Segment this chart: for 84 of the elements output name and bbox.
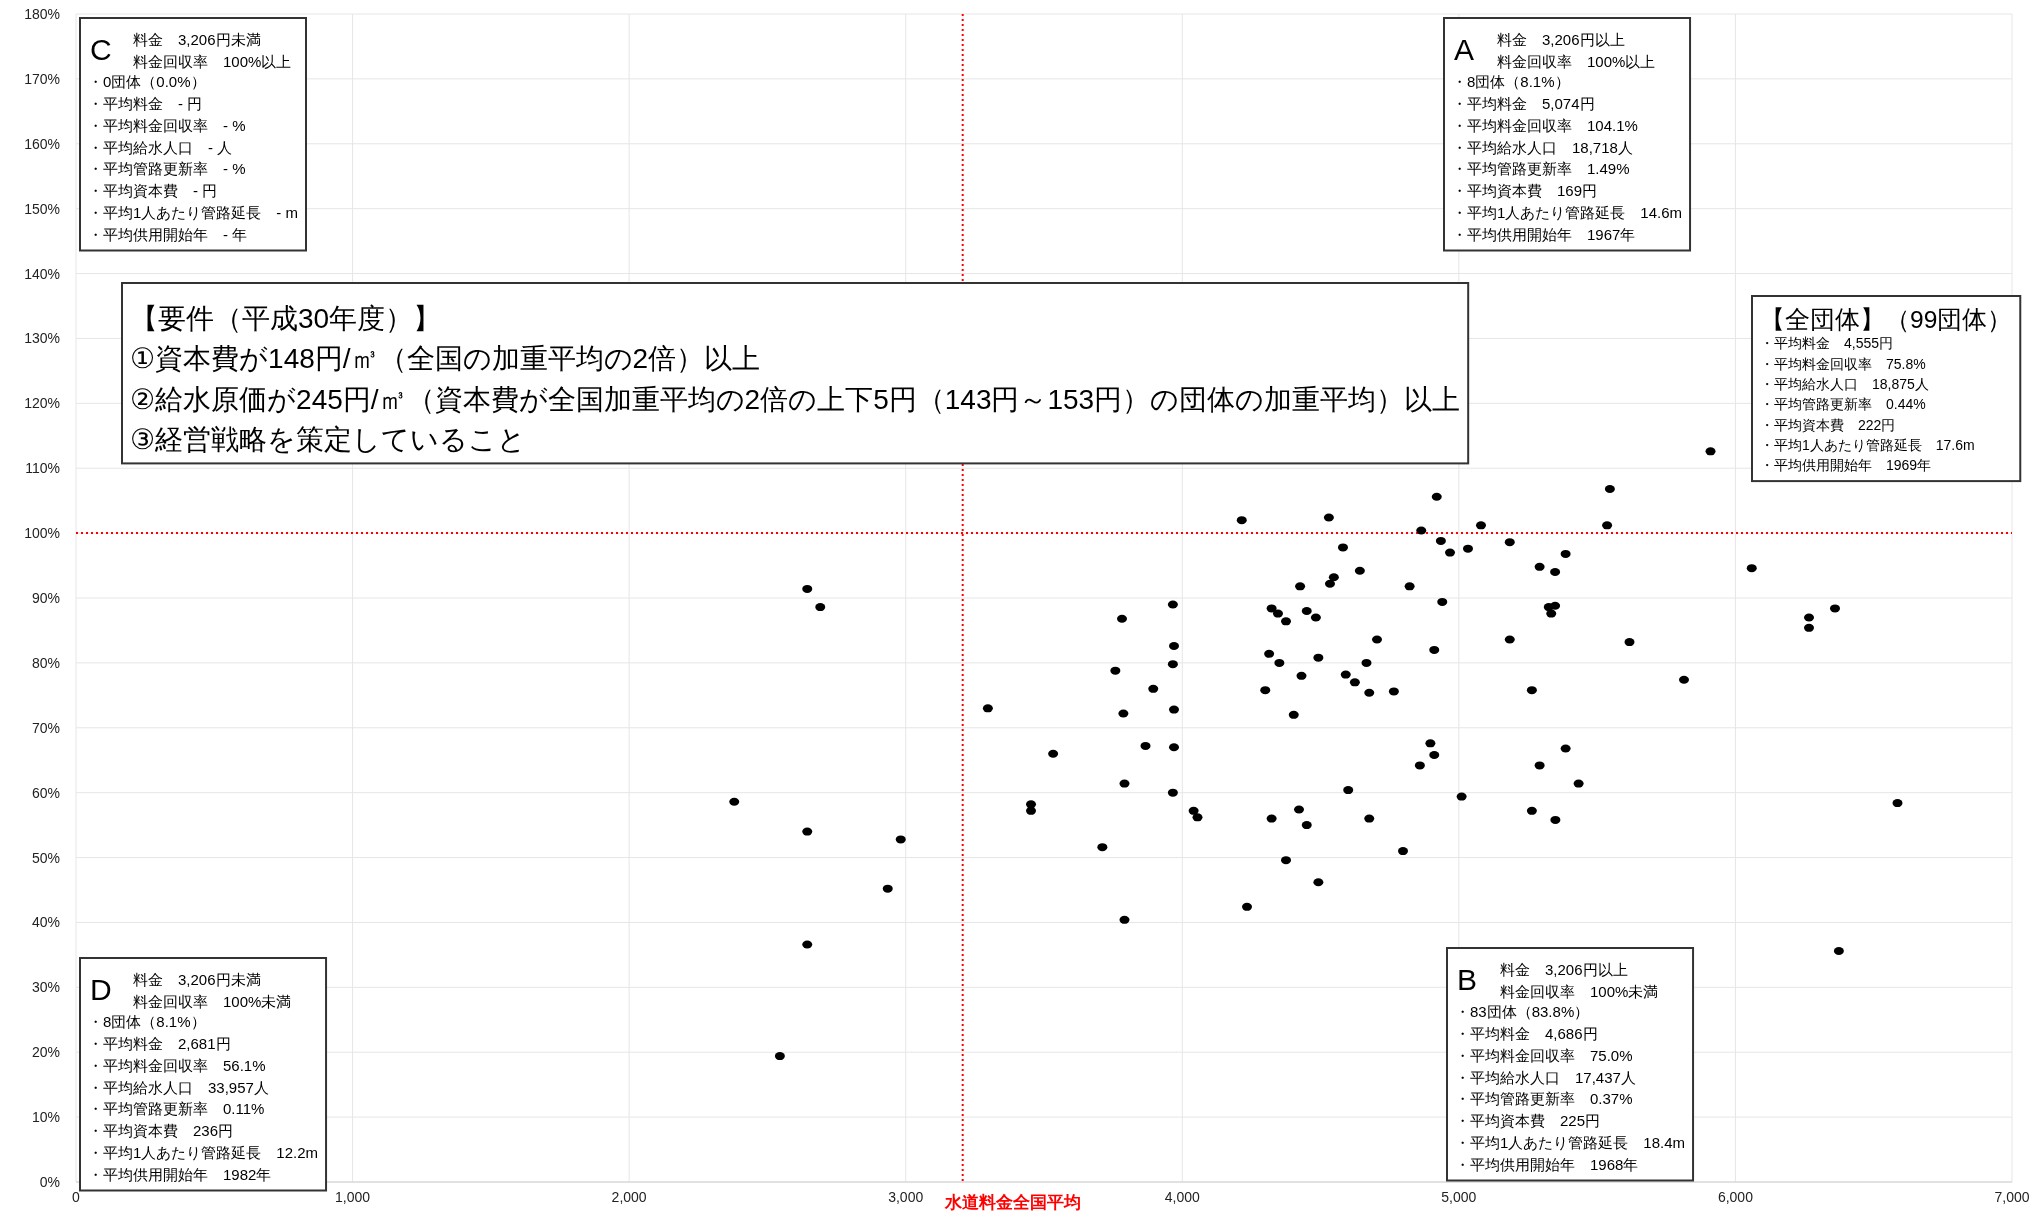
annotation: ・平均料金回収率 75.0% [1455,1046,1633,1064]
annotation: ・平均1人あたり管路延長 12.2m [88,1143,319,1161]
annotation: ・平均料金回収率 75.8% [1760,355,1926,372]
annotation: C [90,32,112,66]
annotation: 料金 3,206円未満 [133,30,261,48]
annotation: ①資本費が148円/㎥（全国の加重平均の2倍）以上 [130,343,761,375]
annotation: 料金 3,206円未満 [133,970,261,988]
annotation: 料金回収率 100%未満 [1500,982,1659,1000]
annotation: ・平均管路更新率 - % [88,160,246,178]
annotation: ・平均給水人口 33,957人 [88,1078,269,1096]
annotation: ・平均料金 2,681円 [88,1035,231,1052]
y-tick-label: 110% [25,460,60,477]
annotation: 料金回収率 100%以上 [133,52,292,70]
annotation: ・平均管路更新率 1.49% [1452,160,1630,178]
annotation: ・平均料金回収率 56.1% [88,1056,266,1074]
annotation: ・平均管路更新率 0.37% [1455,1090,1633,1108]
annotation: ・平均管路更新率 0.11% [88,1100,265,1118]
y-tick-label: 90% [31,590,60,606]
annotation: ・平均料金 4,686円 [1455,1025,1598,1042]
annotation: ・平均給水人口 - 人 [88,138,233,156]
annotation: ②給水原価が245円/㎥（資本費が全国加重平均の2倍の上下5円（143円～153円）の団体の加重平均）以上 [130,383,1461,415]
annotation: ・平均管路更新率 0.44% [1760,396,1926,413]
annotation: ・平均1人あたり管路延長 18.4m [1455,1133,1686,1151]
y-tick-label: 0% [39,1174,60,1190]
annotation: ・平均料金回収率 104.1% [1452,116,1638,134]
y-tick-label: 10% [31,1109,60,1126]
y-tick-label: 120% [24,395,60,412]
y-tick-label: 80% [31,654,60,671]
annotation: 【要件（平成30年度）】 [130,302,442,334]
annotation: ・平均給水人口 18,718人 [1452,138,1633,156]
y-tick-label: 150% [24,200,60,217]
annotation: ・平均供用開始年 1982年 [88,1165,272,1183]
annotation: 料金回収率 100%以上 [1497,52,1656,70]
annotation: ・平均料金回収率 - % [88,116,246,134]
annotation: 料金 3,206円以上 [1497,30,1625,48]
annotation: ・平均1人あたり管路延長 - m [88,203,298,221]
annotation: ・平均供用開始年 1967年 [1452,225,1636,243]
annotation: ・83団体（83.8%） [1455,1003,1590,1021]
x-tick-label: 6,000 [1717,1189,1754,1205]
x-tick-label: 7,000 [1994,1189,2030,1205]
annotation: ・平均資本費 236円 [88,1122,234,1139]
y-tick-label: 40% [31,914,60,931]
annotation: ・平均資本費 222円 [1760,416,1896,433]
x-tick-label: 1,000 [335,1189,371,1205]
annotation: ・平均資本費 225円 [1455,1112,1601,1129]
annotation: 料金回収率 100%未満 [133,992,292,1010]
annotation: ・平均1人あたり管路延長 17.6m [1760,436,1975,453]
annotation: ・平均料金 - 円 [88,95,203,112]
y-tick-label: 180% [24,6,60,22]
annotation: ・平均料金 4,555円 [1760,335,1894,352]
annotation: ・0団体（0.0%） [88,73,206,91]
x-tick-label: 0 [72,1189,81,1205]
y-tick-label: 70% [31,719,60,736]
annotation: ・平均給水人口 18,875人 [1760,375,1929,392]
y-tick-label: 170% [24,70,60,87]
annotation: ・平均料金 5,074円 [1452,95,1595,112]
annotation: ・平均資本費 169円 [1452,182,1598,199]
annotation: ・平均供用開始年 - 年 [88,225,248,243]
annotation: ③経営戦略を策定していること [130,424,527,456]
annotation: ・平均資本費 - 円 [88,182,218,199]
annotation: ・平均供用開始年 1969年 [1760,457,1932,474]
y-tick-label: 50% [31,849,60,866]
x-tick-label: 5,000 [1441,1189,1477,1205]
annotation: D [90,972,112,1006]
annotation: 【全団体】（99団体） [1760,305,2013,333]
annotation: ・平均1人あたり管路延長 14.6m [1452,203,1683,221]
annotation: B [1457,962,1478,996]
x-tick-label: 3,000 [888,1189,924,1205]
y-tick-label: 140% [24,265,60,282]
y-tick-label: 60% [31,784,60,801]
annotation: ・8団体（8.1%） [1452,73,1570,91]
y-tick-label: 160% [24,135,60,152]
annotation: ・平均給水人口 17,437人 [1455,1068,1636,1086]
ref-line-label: 水道料金全国平均 [943,1193,1081,1212]
annotation: A [1454,32,1475,66]
annotation: 料金 3,206円以上 [1500,960,1628,978]
annotation: ・平均供用開始年 1968年 [1455,1155,1639,1173]
y-tick-label: 20% [31,1044,60,1061]
y-tick-label: 130% [24,330,60,347]
x-tick-label: 4,000 [1164,1189,1201,1205]
x-tick-label: 2,000 [611,1189,647,1205]
y-tick-label: 100% [24,525,60,542]
annotation: ・8団体（8.1%） [88,1013,206,1031]
y-tick-label: 30% [31,979,60,996]
